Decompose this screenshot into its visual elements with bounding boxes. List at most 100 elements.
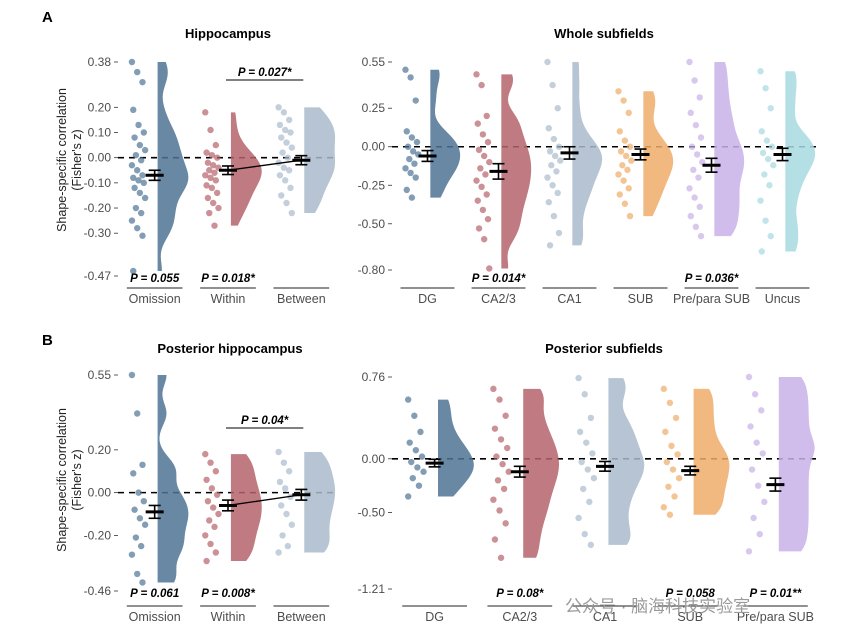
category-within: Within P = 0.008* xyxy=(200,450,262,624)
data-point xyxy=(484,215,492,223)
data-point xyxy=(747,423,754,430)
data-point xyxy=(615,171,622,178)
data-point xyxy=(551,152,559,160)
category-ca2-3: CA2/3 P = 0.08* xyxy=(487,385,559,624)
y-tick-label: -0.46 xyxy=(84,584,112,598)
data-point xyxy=(280,109,288,116)
data-point xyxy=(408,458,415,466)
data-point xyxy=(279,532,286,539)
data-point xyxy=(128,551,136,558)
data-point xyxy=(622,152,630,160)
data-point xyxy=(128,162,136,169)
data-point xyxy=(546,148,554,155)
data-point xyxy=(212,141,220,149)
data-point xyxy=(204,159,212,166)
density-half-violin xyxy=(572,62,603,246)
y-tick-label: 0.55 xyxy=(362,55,386,69)
data-point xyxy=(208,184,216,192)
p-value-annotation: P = 0.014* xyxy=(472,273,526,285)
y-tick-label: -0.25 xyxy=(358,178,386,192)
data-point xyxy=(412,174,419,181)
data-point xyxy=(283,139,290,146)
data-point xyxy=(619,162,626,169)
data-point xyxy=(206,517,213,524)
panel-title: Whole subfields xyxy=(554,26,654,41)
bracket-p-value: P = 0.04* xyxy=(241,415,289,427)
data-point xyxy=(662,428,669,436)
data-point xyxy=(140,497,148,505)
data-point xyxy=(502,412,509,419)
category-label: Omission xyxy=(129,610,181,624)
data-point xyxy=(500,485,508,493)
data-point xyxy=(141,521,149,528)
data-point xyxy=(758,248,765,255)
data-point xyxy=(473,71,480,78)
data-point xyxy=(130,470,137,477)
data-point xyxy=(762,217,769,224)
p-value-annotation: P = 0.018* xyxy=(201,273,255,285)
category-uncus: Uncus xyxy=(755,68,816,306)
category-label: Pre/para SUB xyxy=(673,292,750,306)
data-point xyxy=(581,391,588,398)
data-point xyxy=(202,172,209,179)
data-point xyxy=(756,530,763,538)
category-label: Within xyxy=(211,292,246,306)
data-point xyxy=(696,94,703,101)
data-point xyxy=(478,183,485,190)
data-point xyxy=(503,444,511,452)
data-point xyxy=(666,511,674,518)
data-point xyxy=(285,468,293,475)
category-pre-para-sub: Pre/para SUB P = 0.01** xyxy=(737,373,815,624)
data-point xyxy=(409,148,417,155)
p-value-annotation: P = 0.061 xyxy=(130,588,179,600)
data-point xyxy=(203,182,210,189)
data-point xyxy=(496,507,503,514)
data-point xyxy=(128,371,136,379)
mean-connector-line xyxy=(227,494,302,507)
category-label: Between xyxy=(277,610,326,624)
density-half-violin xyxy=(608,378,645,545)
bracket-p-value: P = 0.027* xyxy=(238,67,292,79)
data-point xyxy=(620,97,627,104)
category-label: DG xyxy=(425,610,444,624)
density-half-violin xyxy=(304,107,336,214)
data-point xyxy=(497,554,505,561)
data-point xyxy=(207,174,214,182)
y-tick-label: -0.50 xyxy=(358,506,386,520)
data-point xyxy=(209,504,217,511)
data-point xyxy=(754,482,762,489)
data-point xyxy=(587,541,595,549)
data-point xyxy=(275,448,282,456)
category-ca2-3: CA2/3 P = 0.014* xyxy=(471,71,532,306)
data-point xyxy=(287,184,294,192)
data-point xyxy=(283,510,290,518)
data-point xyxy=(615,88,622,95)
data-point xyxy=(137,542,145,550)
data-point xyxy=(276,121,284,129)
category-label: Omission xyxy=(129,292,181,306)
data-point xyxy=(665,483,672,490)
data-point xyxy=(211,222,218,229)
data-point xyxy=(136,515,144,522)
data-point xyxy=(745,373,753,381)
data-point xyxy=(626,212,634,220)
data-point xyxy=(282,485,289,492)
data-point xyxy=(406,439,413,446)
data-point xyxy=(128,58,136,66)
p-value-annotation: P = 0.036* xyxy=(685,273,739,285)
data-point xyxy=(404,396,412,403)
data-point xyxy=(134,224,141,232)
data-point xyxy=(672,414,680,422)
data-point xyxy=(215,204,222,212)
data-point xyxy=(691,77,698,84)
data-point xyxy=(590,474,598,482)
data-point xyxy=(131,184,138,192)
data-point xyxy=(767,232,774,240)
data-point xyxy=(213,491,221,498)
data-point xyxy=(575,374,582,382)
category-pre-para-sub: Pre/para SUB P = 0.036* xyxy=(673,58,750,306)
data-point xyxy=(132,151,140,159)
data-point xyxy=(402,165,409,172)
data-point xyxy=(279,149,286,156)
data-point xyxy=(693,151,701,158)
